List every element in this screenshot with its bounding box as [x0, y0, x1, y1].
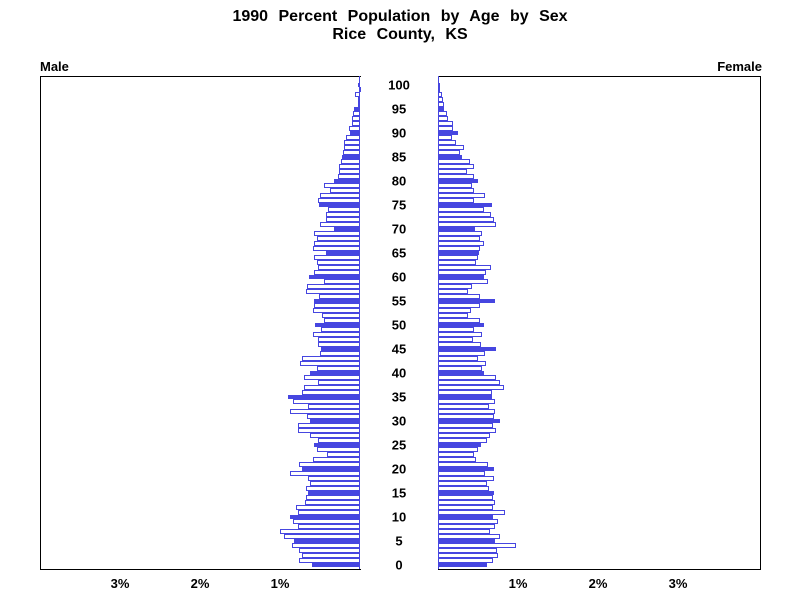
- age-tick-label: 60: [391, 269, 407, 285]
- age-tick-label: 70: [391, 221, 407, 237]
- x-tick-label-male: 3%: [110, 576, 130, 591]
- age-tick-label: 50: [391, 317, 407, 333]
- age-tick-label: 65: [391, 245, 407, 261]
- age-tick-label: 55: [391, 293, 407, 309]
- age-tick-label: 10: [391, 509, 407, 525]
- x-tick-label-male: 2%: [190, 576, 210, 591]
- age-tick-label: 80: [391, 173, 407, 189]
- male-plot-area: [40, 76, 361, 570]
- age-tick-label: 25: [391, 437, 407, 453]
- chart-title: 1990 Percent Population by Age by Sex Ri…: [0, 8, 800, 44]
- age-tick-label: 5: [395, 533, 403, 549]
- x-tick-label-male: 1%: [270, 576, 290, 591]
- chart-title-line1: 1990 Percent Population by Age by Sex: [232, 8, 568, 25]
- female-axis-spine: [438, 76, 439, 569]
- age-tick-label: 15: [391, 485, 407, 501]
- age-tick-label: 0: [395, 557, 403, 573]
- age-tick-label: 35: [391, 389, 407, 405]
- female-panel-label: Female: [717, 59, 762, 74]
- age-tick-label: 75: [391, 197, 407, 213]
- chart-title-line2: Rice County, KS: [332, 26, 468, 43]
- male-panel-label: Male: [40, 59, 69, 74]
- age-tick-label: 95: [391, 101, 407, 117]
- male-axis-spine: [359, 76, 360, 569]
- age-tick-label: 40: [391, 365, 407, 381]
- age-tick-label: 30: [391, 413, 407, 429]
- x-tick-label-female: 1%: [508, 576, 528, 591]
- age-tick-label: 20: [391, 461, 407, 477]
- age-tick-label: 85: [391, 149, 407, 165]
- age-tick-label: 100: [388, 77, 410, 93]
- x-tick-label-female: 3%: [668, 576, 688, 591]
- age-tick-label: 45: [391, 341, 407, 357]
- age-tick-label: 90: [391, 125, 407, 141]
- female-plot-area: [438, 76, 761, 570]
- x-tick-label-female: 2%: [588, 576, 608, 591]
